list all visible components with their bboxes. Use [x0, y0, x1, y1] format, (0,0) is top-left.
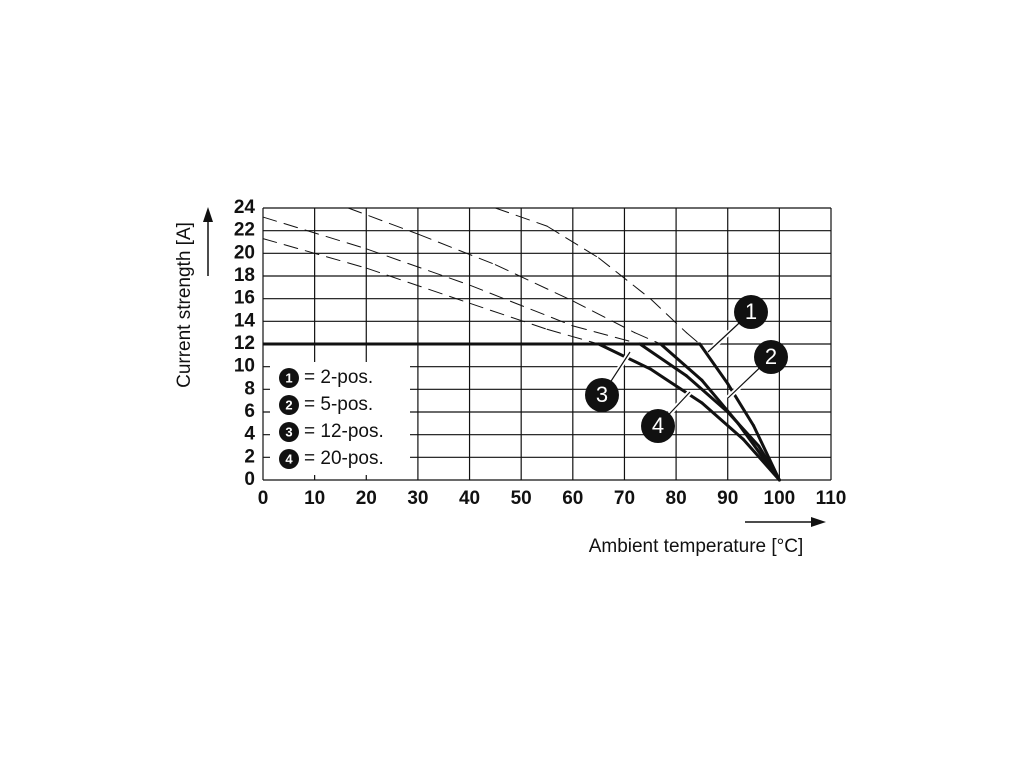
x-tick-label: 50	[511, 488, 532, 509]
derating-curve	[698, 342, 730, 386]
y-tick-label: 12	[234, 333, 255, 354]
derating-curve-dashed	[634, 332, 662, 345]
legend: 1 = 2-pos. 2 = 5-pos. 3 = 12-pos. 4 = 20-pos.	[279, 367, 384, 469]
callout-label: 1	[745, 299, 757, 324]
grid	[262, 207, 832, 481]
derating-curve-dashed	[469, 284, 574, 327]
legend-badge	[279, 449, 299, 469]
x-tick-label: 80	[666, 488, 687, 509]
x-axis-label: Ambient temperature [°C]	[589, 536, 804, 557]
legend-label: = 20-pos.	[304, 448, 384, 469]
y-tick-label: 22	[234, 220, 255, 241]
derating-curve	[684, 374, 730, 414]
x-tick-label: 0	[258, 488, 269, 509]
callout-badge	[585, 378, 619, 412]
derating-curve-dashed	[598, 257, 651, 300]
derating-curve-dashed	[417, 233, 496, 266]
derating-curve-dashed	[649, 298, 687, 334]
legend-badge	[279, 422, 299, 442]
y-tick-label: 4	[244, 424, 255, 445]
callout-label: 3	[596, 382, 608, 407]
derating-curve	[638, 342, 688, 378]
derating-curve	[741, 437, 781, 482]
y-tick-label: 16	[234, 288, 255, 309]
derating-curve-dashed	[546, 225, 600, 259]
derating-curve-dashed	[494, 207, 548, 227]
legend-badge-label: 1	[285, 370, 292, 385]
derating-curve-dashed	[469, 302, 548, 330]
x-tick-label: 70	[614, 488, 635, 509]
legend-label: = 2-pos.	[304, 367, 373, 388]
derating-curve-dashed	[365, 248, 471, 286]
callouts: 12 3 4	[585, 295, 788, 443]
y-tick-label: 10	[234, 356, 255, 377]
callout-badge	[641, 409, 675, 443]
derating-curve-dashed	[262, 238, 367, 269]
x-tick-label: 30	[407, 488, 428, 509]
derating-curve-dashed	[262, 216, 367, 250]
callout-label: 4	[652, 413, 664, 438]
legend-label: = 12-pos.	[304, 421, 384, 442]
legend-badge-label: 4	[285, 451, 293, 466]
callout-badge	[754, 340, 788, 374]
y-tick-label: 14	[234, 310, 256, 331]
y-tick-label: 0	[244, 469, 255, 490]
x-tick-label: 60	[562, 488, 583, 509]
y-tick-label: 2	[244, 446, 255, 467]
derating-curve-dashed	[494, 264, 574, 302]
y-axis-label: Current strength [A]	[174, 222, 195, 388]
y-tick-label: 24	[234, 197, 256, 218]
x-tick-label: 20	[356, 488, 377, 509]
derating-curve-dashed	[572, 325, 641, 345]
legend-badge	[279, 368, 299, 388]
callout-label: 2	[765, 344, 777, 369]
x-tick-label: 100	[764, 488, 796, 509]
derating-curve-dashed	[365, 267, 471, 304]
derating-curve	[726, 410, 761, 448]
derating-curve	[726, 382, 756, 428]
y-tick-label: 18	[234, 265, 255, 286]
y-tick-label: 6	[244, 401, 255, 422]
derating-curve-dashed	[685, 332, 701, 345]
legend-badge-label: 3	[285, 424, 292, 439]
x-tick-label: 10	[304, 488, 325, 509]
y-arrow-head	[203, 207, 213, 222]
legend-label: = 5-pos.	[304, 394, 373, 415]
y-tick-label: 8	[244, 378, 255, 399]
x-tick-label: 110	[816, 488, 847, 509]
legend-badge	[279, 395, 299, 415]
derating-curve	[648, 367, 704, 405]
y-tick-label: 20	[234, 242, 255, 263]
x-tick-label: 40	[459, 488, 480, 509]
callout-badge	[734, 295, 768, 329]
derating-curve-dashed	[546, 328, 600, 345]
derating-curve	[659, 342, 704, 382]
x-arrow-head	[811, 517, 826, 527]
derating-curve-dashed	[347, 207, 419, 235]
derating-curve	[700, 401, 745, 441]
legend-badge-label: 2	[285, 397, 292, 412]
derating-curve-dashed	[572, 300, 636, 334]
x-tick-label: 90	[717, 488, 738, 509]
